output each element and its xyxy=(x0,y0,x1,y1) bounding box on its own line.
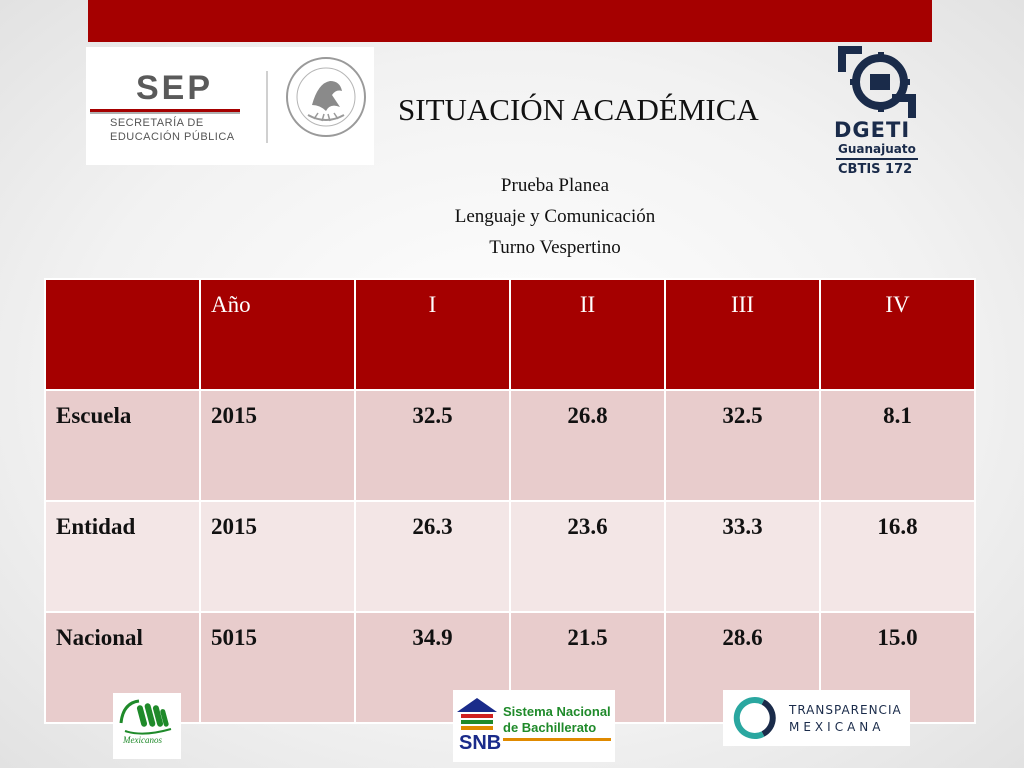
snb-rule xyxy=(503,738,611,741)
subtitle-line-2: Lenguaje y Comunicación xyxy=(454,206,656,227)
snb-line2: de Bachillerato xyxy=(503,720,597,735)
row-label: Escuela xyxy=(44,389,201,502)
transparencia-line1: TRANSPARENCIA xyxy=(789,703,902,717)
sep-logo: SEP SECRETARÍA DE EDUCACIÓN PÚBLICA xyxy=(86,47,374,165)
header-cell-level-iv: IV xyxy=(819,278,976,391)
snb-building-icon xyxy=(457,698,497,730)
mexicanos-logo: Mexicanos xyxy=(113,693,181,759)
sep-mark: SEP SECRETARÍA DE EDUCACIÓN PÚBLICA xyxy=(86,47,266,165)
transparencia-line2: MEXICANA xyxy=(789,720,885,734)
top-red-band xyxy=(88,0,932,42)
table-row: Entidad 2015 26.3 23.6 33.3 16.8 xyxy=(44,500,976,613)
row-year: 2015 xyxy=(199,389,356,502)
dgeti-gear-icon xyxy=(838,46,916,118)
sep-divider xyxy=(266,71,268,143)
header-cell-level-i: I xyxy=(354,278,511,391)
row-year: 2015 xyxy=(199,500,356,613)
value-cell: 32.5 xyxy=(354,389,511,502)
header-cell-year: Año xyxy=(199,278,356,391)
row-label: Entidad xyxy=(44,500,201,613)
value-cell: 33.3 xyxy=(664,500,821,613)
snb-logo: Sistema Nacional de Bachillerato SNB xyxy=(453,690,615,762)
subtitle-line-1: Prueba Planea xyxy=(500,175,610,196)
snb-abbreviation: SNB xyxy=(459,732,502,754)
row-year: 5015 xyxy=(199,611,356,724)
value-cell: 26.8 xyxy=(509,389,666,502)
header-cell-level-ii: II xyxy=(509,278,666,391)
dgeti-state: Guanajuato xyxy=(838,142,916,156)
sep-wordmark: SEP xyxy=(136,69,214,107)
sep-red-rule xyxy=(90,109,240,112)
dgeti-rule xyxy=(836,158,918,160)
value-cell: 8.1 xyxy=(819,389,976,502)
mexican-coat-of-arms-icon xyxy=(286,57,366,137)
transparencia-logo: TRANSPARENCIA MEXICANA xyxy=(723,690,910,746)
table-row: Escuela 2015 32.5 26.8 32.5 8.1 xyxy=(44,389,976,502)
sep-gray-rule xyxy=(90,112,240,114)
table-header-row: Año I II III IV xyxy=(44,278,976,391)
subtitle-line-3: Turno Vespertino xyxy=(489,237,621,258)
slide-title: SITUACIÓN ACADÉMICA xyxy=(398,92,759,127)
header-cell-blank xyxy=(44,278,201,391)
results-table: Año I II III IV Escuela 2015 32.5 26.8 3… xyxy=(44,278,976,724)
value-cell: 26.3 xyxy=(354,500,511,613)
value-cell: 32.5 xyxy=(664,389,821,502)
sep-subtitle-line1: SECRETARÍA DE xyxy=(110,117,204,129)
mexicanos-hand-icon xyxy=(119,699,172,735)
snb-line1: Sistema Nacional xyxy=(503,704,611,719)
transparencia-ring-icon xyxy=(733,697,776,739)
value-cell: 23.6 xyxy=(509,500,666,613)
sep-subtitle-line2: EDUCACIÓN PÚBLICA xyxy=(110,131,235,143)
value-cell: 16.8 xyxy=(819,500,976,613)
dgeti-logo: DGETI Guanajuato CBTIS 172 xyxy=(830,44,924,184)
dgeti-wordmark: DGETI xyxy=(834,118,911,142)
value-cell: 34.9 xyxy=(354,611,511,724)
dgeti-school: CBTIS 172 xyxy=(838,162,913,177)
mexicanos-wordmark: Mexicanos xyxy=(123,735,162,745)
header-cell-level-iii: III xyxy=(664,278,821,391)
